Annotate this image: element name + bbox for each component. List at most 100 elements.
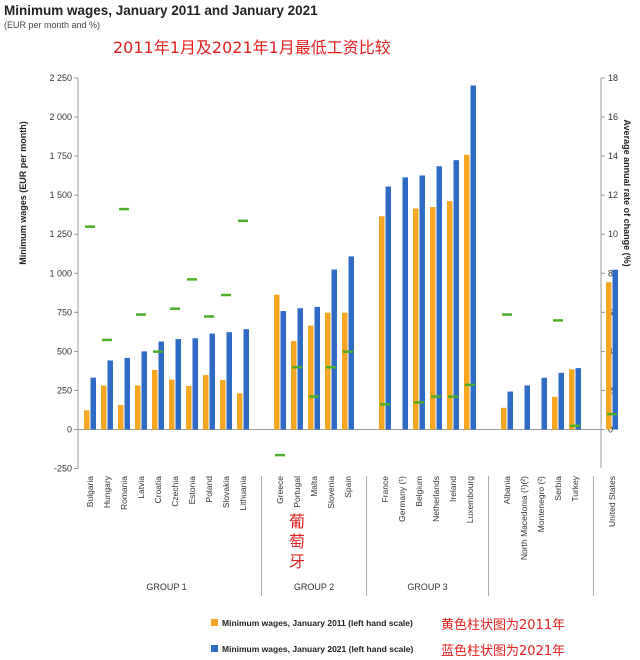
rate-marker [502,313,512,316]
rate-marker [326,366,336,369]
bar-2021 [226,332,232,430]
group-label: GROUP 2 [294,582,334,592]
bar-2011 [291,341,297,430]
y-tick-label: 2 250 [49,73,72,83]
category-label: Malta [309,476,319,497]
rate-marker [309,395,319,398]
bar-2021 [331,269,337,430]
y2-tick-label: 10 [608,229,618,239]
category-label: Germany (¹) [397,476,407,522]
chart-subtitle: (EUR per month and %) [4,20,101,30]
rate-marker [414,401,424,404]
bar-2021 [385,186,391,430]
rate-marker [238,219,248,223]
bar-2011 [447,201,453,430]
rate-marker [607,412,617,416]
portugal-annotation: 萄 [289,532,305,551]
bar-2021 [124,357,130,430]
bar-2021 [192,338,198,430]
bar-2021 [348,256,354,430]
bar-2021 [402,177,408,430]
bar-2011 [569,369,575,430]
bar-2011 [84,410,90,430]
bar-2021 [524,385,530,430]
y-tick-label: 250 [57,385,72,395]
bar-2021 [141,351,147,430]
bar-2011 [413,208,419,430]
category-label: Romania [119,476,129,510]
category-label: France [380,476,390,503]
rate-marker [553,319,563,322]
rate-marker [204,315,214,318]
bar-2011 [152,369,158,430]
bar-2011 [220,379,226,430]
bar-2021 [107,360,113,430]
bar-2021 [209,333,215,430]
rate-marker [448,395,458,398]
y-tick-label: 1 500 [49,190,72,200]
legend-swatch-2011 [211,619,218,626]
bar-2021 [419,175,425,430]
category-label: Belgium [414,476,424,507]
category-label: Poland [204,476,214,503]
category-label: Latvia [136,476,146,499]
y2-tick-label: 12 [608,190,618,200]
rate-marker [570,424,580,428]
bar-2021 [297,308,303,430]
category-label: Turkey [570,475,580,501]
category-label: Albania [502,476,512,505]
category-label: Luxembourg [465,476,475,524]
bar-2011 [501,407,507,430]
legend-swatch-2021 [211,645,218,652]
bar-2021 [541,377,547,430]
y-tick-label: 1 750 [49,151,72,161]
y-tick-label: 1 250 [49,229,72,239]
rate-marker [380,403,390,406]
annotation-title: 2011年1月及2021年1月最低工资比较 [113,38,391,57]
bar-2021 [280,311,286,430]
legend-note-2021: 蓝色柱状图为2021年 [441,643,565,659]
y-tick-label: 2 000 [49,112,72,122]
y-axis-title: Minimum wages (EUR per month) [18,121,28,265]
legend-note-2011: 黄色柱状图为2011年 [441,617,565,633]
bar-2011 [552,396,558,430]
bar-2011 [203,374,209,430]
bar-2011 [342,312,348,430]
y2-axis-title: Average annual rate of change (%) [622,119,632,266]
bar-2021 [314,306,320,430]
y-tick-label: -250 [54,464,72,474]
bar-2021 [507,391,513,430]
category-label: Spain [343,476,353,498]
rate-marker [85,225,95,228]
category-label: Croatia [153,476,163,504]
rate-marker [153,350,163,353]
category-label: Bulgaria [85,476,95,507]
bar-2021 [575,368,581,430]
bar-2011 [135,385,141,430]
rate-marker [465,383,475,387]
category-label: Portugal [292,476,302,508]
chart-title: Minimum wages, January 2011 and January … [4,3,318,18]
group-label: GROUP 1 [146,582,186,592]
bar-2021 [436,166,442,430]
rate-marker [275,453,285,457]
y-tick-label: 750 [57,307,72,317]
legend-label-2021: Minimum wages, January 2021 (left hand s… [222,644,413,654]
bar-2021 [558,372,564,430]
portugal-annotation: 葡 [289,512,305,531]
category-label: North Macedonia (¹)(²) [519,476,529,560]
bar-2011 [325,312,331,430]
category-label: Czechia [170,476,180,507]
bar-2011 [308,325,314,430]
y-tick-label: 1 000 [49,268,72,278]
y-tick-label: 500 [57,346,72,356]
bar-2011 [464,154,470,430]
portugal-annotation: 牙 [289,552,305,571]
rate-marker [292,366,302,369]
category-label: Slovenia [326,476,336,509]
category-label: United States [607,476,617,527]
bar-2011 [430,207,436,430]
bar-2011 [186,386,192,430]
category-label: Greece [275,476,285,504]
